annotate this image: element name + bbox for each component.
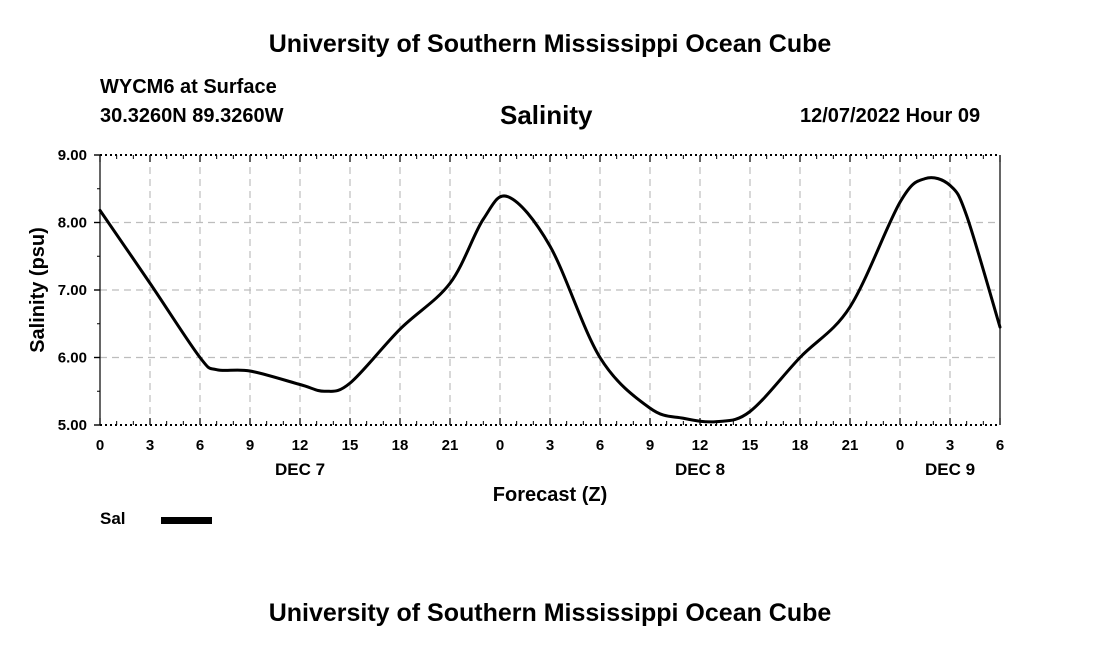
x-tick-label: 12 xyxy=(292,437,309,454)
label-layer: Forecast (Z) Salinity (psu) 0 3 6 9 12 15 18 21… xyxy=(27,147,1004,506)
x-tick-label: 0 xyxy=(96,437,104,454)
x-tick-label: 0 xyxy=(496,437,504,454)
y-tick-label: 8.00 xyxy=(58,215,87,232)
x-tick-label: 3 xyxy=(146,437,154,454)
y-axis-title: Salinity (psu) xyxy=(27,227,49,353)
y-tick-label: 7.00 xyxy=(58,282,87,299)
legend-label: Sal xyxy=(100,509,126,528)
x-tick-label: 21 xyxy=(842,437,859,454)
forecast-datetime: 12/07/2022 Hour 09 xyxy=(800,105,981,127)
x-tick-label: 18 xyxy=(392,437,409,454)
legend-swatch xyxy=(161,517,212,524)
x-tick-label: 6 xyxy=(596,437,604,454)
x-tick-label: 0 xyxy=(896,437,904,454)
day-label: DEC 8 xyxy=(675,460,725,479)
y-tick-label: 6.00 xyxy=(58,350,87,367)
station-label: WYCM6 at Surface xyxy=(100,76,277,98)
y-tick-label: 9.00 xyxy=(58,147,87,164)
x-tick-label: 9 xyxy=(646,437,654,454)
grid-layer xyxy=(100,155,1000,425)
x-axis-title: Forecast (Z) xyxy=(493,484,607,506)
x-tick-label: 6 xyxy=(196,437,204,454)
x-tick-label: 3 xyxy=(946,437,954,454)
x-tick-label: 6 xyxy=(996,437,1004,454)
day-label: DEC 9 xyxy=(925,460,975,479)
day-label: DEC 7 xyxy=(275,460,325,479)
x-tick-label: 3 xyxy=(546,437,554,454)
chart-title: Salinity xyxy=(500,100,593,130)
axis-layer xyxy=(94,154,1001,426)
x-tick-label: 18 xyxy=(792,437,809,454)
x-tick-label: 15 xyxy=(742,437,759,454)
station-coordinates: 30.3260N 89.3260W xyxy=(100,105,284,127)
y-tick-label: 5.00 xyxy=(58,417,87,434)
x-tick-label: 12 xyxy=(692,437,709,454)
series-line-sal xyxy=(98,176,1002,424)
footer-title: University of Southern Mississippi Ocean… xyxy=(268,599,832,627)
series-layer xyxy=(98,176,1002,424)
page-title: University of Southern Mississippi Ocean… xyxy=(268,30,832,58)
x-tick-label: 9 xyxy=(246,437,254,454)
x-tick-label: 15 xyxy=(342,437,359,454)
x-tick-label: 21 xyxy=(442,437,459,454)
